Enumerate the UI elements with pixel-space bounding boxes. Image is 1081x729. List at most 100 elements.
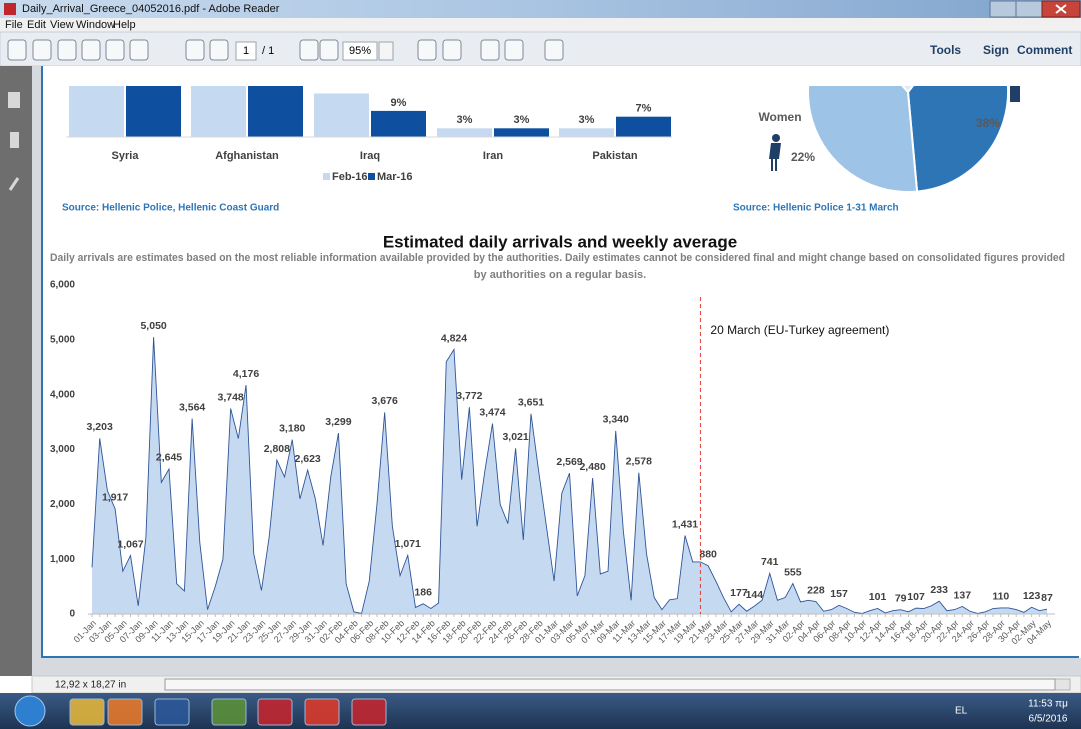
taskbar-app[interactable] — [305, 699, 339, 725]
tool-button[interactable] — [186, 40, 204, 60]
data-label: 137 — [954, 589, 972, 601]
page: Daily_Arrival_Greece_04052016.pdf - Adob… — [0, 0, 1081, 729]
menu-item[interactable]: Help — [113, 19, 136, 31]
bar — [314, 94, 369, 138]
tool-button[interactable] — [106, 40, 124, 60]
taskbar-app[interactable] — [108, 699, 142, 725]
data-label: 107 — [907, 591, 925, 603]
y-tick-label: 0 — [69, 609, 75, 620]
tool-button[interactable] — [58, 40, 76, 60]
taskbar-app[interactable] — [155, 699, 189, 725]
data-label: 3,676 — [372, 395, 398, 407]
tool-button[interactable] — [130, 40, 148, 60]
menu-item[interactable]: View — [50, 19, 74, 31]
data-label: 2,480 — [579, 461, 605, 473]
menu-item[interactable]: File — [5, 19, 23, 31]
tool-button[interactable] — [8, 40, 26, 60]
taskbar-app[interactable] — [258, 699, 292, 725]
category-label: Iran — [483, 150, 503, 162]
data-label: 3,340 — [603, 414, 629, 426]
category-label: Pakistan — [592, 150, 638, 162]
y-tick-label: 1,000 — [50, 554, 75, 565]
tool-button[interactable] — [545, 40, 563, 60]
clock-time[interactable]: 11:53 πμ — [1028, 699, 1068, 710]
y-tick-label: 6,000 — [50, 280, 75, 291]
source-note: Source: Hellenic Police, Hellenic Coast … — [62, 203, 279, 214]
data-label: 1,067 — [117, 538, 143, 550]
data-label: 741 — [761, 556, 779, 568]
clock-date[interactable]: 6/5/2016 — [1029, 714, 1068, 725]
tool-button[interactable] — [481, 40, 499, 60]
side-panel — [0, 66, 32, 676]
data-label: 1,917 — [102, 492, 128, 504]
y-tick-label: 5,000 — [50, 334, 75, 345]
toolbar — [0, 32, 1081, 66]
bar-value-label: 7% — [636, 103, 652, 115]
category-label: Afghanistan — [215, 150, 279, 162]
data-label: 5,050 — [140, 320, 166, 332]
data-label: 2,808 — [264, 443, 290, 455]
data-label: 3,299 — [325, 416, 351, 428]
bar — [559, 128, 614, 137]
data-label: 123 — [1023, 590, 1041, 602]
minimize-button[interactable] — [990, 1, 1016, 17]
bar — [437, 128, 492, 137]
data-label: 3,203 — [87, 421, 113, 433]
pages-icon[interactable] — [8, 92, 20, 108]
chart-subtitle: by authorities on a regular basis. — [474, 269, 646, 281]
data-label: 144 — [746, 589, 764, 601]
data-label: 4,824 — [441, 332, 467, 344]
y-tick-label: 2,000 — [50, 499, 75, 510]
y-tick-label: 3,000 — [50, 444, 75, 455]
page-count: / 1 — [262, 45, 274, 57]
tool-button[interactable] — [300, 40, 318, 60]
data-label: 2,645 — [156, 452, 182, 464]
taskbar-app[interactable] — [70, 699, 104, 725]
tool-tab[interactable]: Comment — [1017, 43, 1072, 57]
tool-tab[interactable]: Tools — [930, 43, 961, 57]
tool-tab[interactable]: Sign — [983, 43, 1009, 57]
zoom-dropdown[interactable] — [379, 42, 393, 60]
bar-value-label: 3% — [579, 114, 595, 126]
data-label: 233 — [930, 584, 948, 596]
data-label: 79 — [895, 592, 907, 604]
chart-subtitle: Daily arrivals are estimates based on th… — [50, 252, 1065, 264]
menu-item[interactable]: Window — [76, 19, 115, 31]
pie-value-label: 38% — [976, 116, 1000, 130]
legend-label: Feb-16 — [332, 171, 367, 183]
page-number: 1 — [243, 45, 249, 57]
chart-title: Estimated daily arrivals and weekly aver… — [383, 232, 737, 251]
data-label: 1,431 — [672, 518, 698, 530]
tool-button[interactable] — [82, 40, 100, 60]
menu-bar — [0, 18, 1081, 32]
legend-swatch — [323, 173, 330, 180]
taskbar-app[interactable] — [352, 699, 386, 725]
tool-button[interactable] — [505, 40, 523, 60]
data-label: 87 — [1041, 592, 1053, 604]
person-icon — [772, 134, 780, 142]
data-label: 880 — [699, 549, 717, 561]
data-label: 1,071 — [395, 538, 421, 550]
tool-button[interactable] — [33, 40, 51, 60]
legend-label: Mar-16 — [377, 171, 412, 183]
bookmark-icon[interactable] — [10, 132, 19, 148]
pie-value-label: 22% — [791, 150, 815, 164]
data-label: 4,176 — [233, 368, 259, 380]
start-button[interactable] — [15, 696, 45, 726]
category-label: Syria — [112, 150, 140, 162]
pie-category-label: Women — [758, 110, 801, 124]
app-icon — [4, 3, 16, 15]
bar-value-label: 9% — [391, 97, 407, 109]
tool-button[interactable] — [418, 40, 436, 60]
data-label: 228 — [807, 584, 825, 596]
data-label: 101 — [869, 591, 887, 603]
menu-item[interactable]: Edit — [27, 19, 46, 31]
scroll-thumb[interactable] — [165, 679, 1055, 690]
tool-button[interactable] — [443, 40, 461, 60]
tool-button[interactable] — [210, 40, 228, 60]
taskbar-app[interactable] — [212, 699, 246, 725]
language[interactable]: EL — [955, 706, 968, 717]
maximize-button[interactable] — [1016, 1, 1042, 17]
data-label: 3,772 — [456, 390, 482, 402]
tool-button[interactable] — [320, 40, 338, 60]
